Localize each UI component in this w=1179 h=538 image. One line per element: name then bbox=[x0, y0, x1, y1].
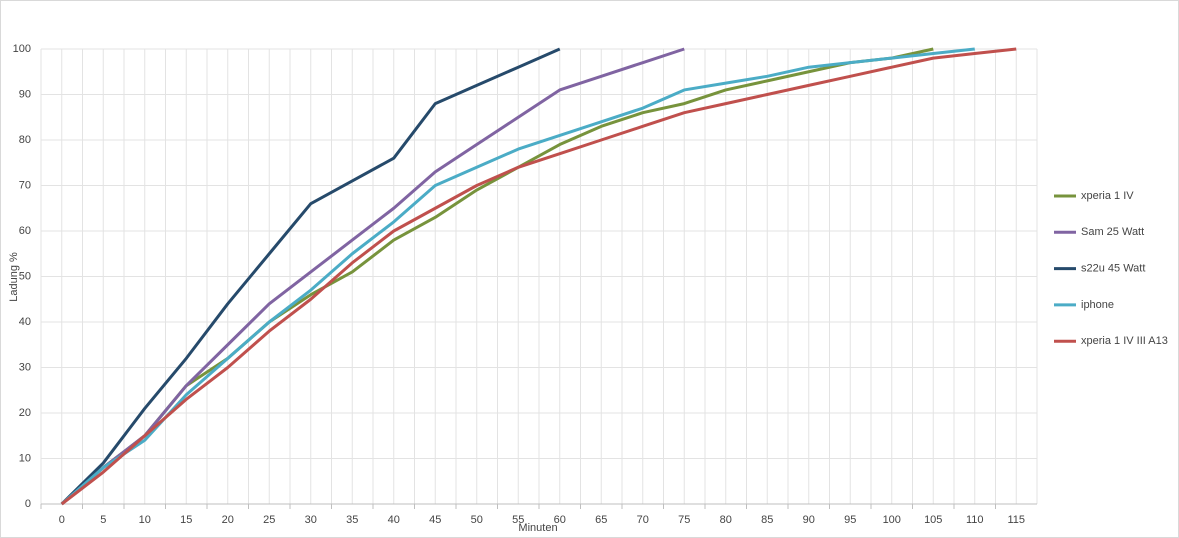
x-tick-label: 95 bbox=[844, 514, 856, 526]
x-tick-label: 10 bbox=[139, 514, 151, 526]
series-line bbox=[60, 47, 1017, 506]
y-tick-label: 70 bbox=[19, 179, 31, 191]
series-line bbox=[60, 47, 561, 506]
series-line bbox=[60, 47, 975, 506]
series-line bbox=[60, 47, 685, 506]
x-tick-label: 25 bbox=[263, 514, 275, 526]
x-axis-title: Minuten bbox=[518, 522, 557, 534]
x-tick-label: 75 bbox=[678, 514, 690, 526]
x-tick-label: 60 bbox=[554, 514, 566, 526]
x-tick-label: 85 bbox=[761, 514, 773, 526]
y-tick-label: 0 bbox=[25, 498, 31, 510]
x-tick-label: 50 bbox=[471, 514, 483, 526]
x-tick-label: 80 bbox=[720, 514, 732, 526]
legend-label: iphone bbox=[1081, 299, 1114, 311]
y-tick-label: 20 bbox=[19, 407, 31, 419]
legend-label: Sam 25 Watt bbox=[1081, 226, 1144, 238]
x-tick-label: 0 bbox=[59, 514, 65, 526]
x-tick-label: 115 bbox=[1007, 514, 1025, 526]
x-tick-label: 45 bbox=[429, 514, 441, 526]
y-axis-title: Ladung % bbox=[8, 252, 20, 302]
y-tick-label: 50 bbox=[19, 270, 31, 282]
x-tick-label: 55 bbox=[512, 514, 524, 526]
y-tick-label: 30 bbox=[19, 361, 31, 373]
y-tick-label: 10 bbox=[19, 452, 31, 464]
x-tick-label: 90 bbox=[803, 514, 815, 526]
x-tick-label: 20 bbox=[222, 514, 234, 526]
x-tick-label: 40 bbox=[388, 514, 400, 526]
series-line bbox=[60, 47, 934, 506]
y-tick-label: 60 bbox=[19, 225, 31, 237]
legend-label: s22u 45 Watt bbox=[1081, 263, 1145, 275]
legend-label: xperia 1 IV bbox=[1081, 190, 1134, 202]
y-tick-label: 80 bbox=[19, 134, 31, 146]
y-tick-label: 40 bbox=[19, 316, 31, 328]
x-tick-label: 5 bbox=[100, 514, 106, 526]
x-tick-label: 65 bbox=[595, 514, 607, 526]
x-tick-label: 110 bbox=[966, 514, 984, 526]
x-tick-label: 100 bbox=[883, 514, 901, 526]
x-tick-label: 15 bbox=[180, 514, 192, 526]
legend-label: xperia 1 IV III A13 bbox=[1081, 335, 1168, 347]
x-tick-label: 35 bbox=[346, 514, 358, 526]
x-tick-label: 70 bbox=[637, 514, 649, 526]
y-tick-label: 100 bbox=[13, 43, 31, 55]
x-tick-label: 30 bbox=[305, 514, 317, 526]
y-tick-label: 90 bbox=[19, 88, 31, 100]
x-tick-label: 105 bbox=[924, 514, 942, 526]
